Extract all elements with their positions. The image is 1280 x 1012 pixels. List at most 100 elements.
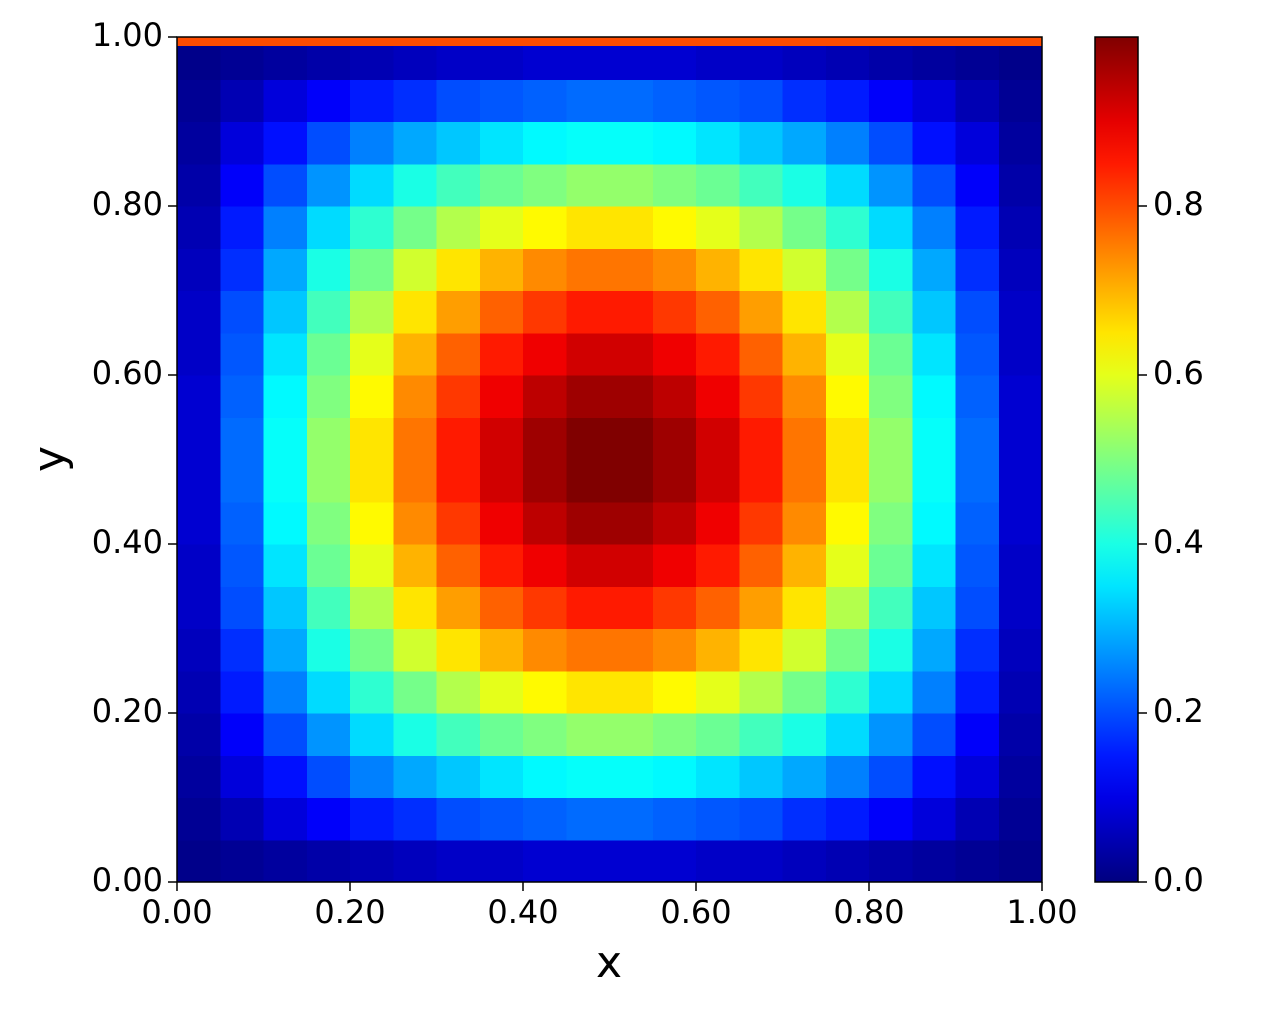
cell <box>739 670 783 714</box>
cell <box>523 37 567 46</box>
cell <box>566 797 610 841</box>
cell <box>306 332 351 376</box>
cell <box>998 628 1043 672</box>
cell <box>869 79 913 122</box>
cell <box>220 417 264 460</box>
heatmap <box>177 37 1043 883</box>
cell <box>220 290 264 334</box>
cell <box>177 544 221 587</box>
cell <box>393 713 437 756</box>
cell <box>696 755 740 798</box>
cell <box>306 163 351 207</box>
cell <box>998 37 1043 46</box>
cell <box>263 37 308 46</box>
cell <box>782 332 827 376</box>
cell <box>955 670 1000 714</box>
cell <box>220 79 264 122</box>
cell <box>998 206 1043 249</box>
cell <box>652 628 697 672</box>
cell <box>998 248 1043 291</box>
cell <box>177 163 221 207</box>
cell <box>263 586 308 629</box>
cell <box>609 628 654 672</box>
cell <box>696 628 740 672</box>
cell <box>739 628 783 672</box>
cell <box>436 670 481 714</box>
cell <box>566 713 610 756</box>
cell <box>306 375 351 418</box>
cell <box>177 206 221 249</box>
cell <box>912 670 956 714</box>
cell <box>523 163 567 207</box>
cell <box>696 79 740 122</box>
cell <box>523 417 567 460</box>
cell <box>566 459 610 503</box>
cell <box>177 45 221 80</box>
cell <box>912 544 956 587</box>
cell <box>220 248 264 291</box>
cell <box>652 755 697 798</box>
cell <box>955 628 1000 672</box>
cell <box>696 713 740 756</box>
cell <box>177 79 221 122</box>
cell <box>739 121 783 165</box>
cell <box>523 755 567 798</box>
cell <box>998 79 1043 122</box>
cell <box>220 755 264 798</box>
cell <box>739 459 783 503</box>
cell <box>652 544 697 587</box>
cell <box>696 375 740 418</box>
cell <box>350 628 394 672</box>
cell <box>739 375 783 418</box>
cell <box>912 628 956 672</box>
cell <box>955 797 1000 841</box>
cell <box>523 45 567 80</box>
cell <box>393 839 437 883</box>
cell <box>350 290 394 334</box>
cell <box>177 248 221 291</box>
cell <box>782 121 827 165</box>
cell <box>566 628 610 672</box>
cell <box>696 459 740 503</box>
cell <box>566 375 610 418</box>
cell <box>912 79 956 122</box>
cell <box>393 459 437 503</box>
colorbar-tick-label: 0.2 <box>1153 692 1204 730</box>
cell <box>955 839 1000 883</box>
y-tick-label: 0.80 <box>92 185 163 223</box>
cell <box>652 45 697 80</box>
cell <box>479 797 524 841</box>
cell <box>220 586 264 629</box>
cell <box>912 45 956 80</box>
cell <box>869 459 913 503</box>
cell <box>263 121 308 165</box>
cell <box>869 45 913 80</box>
cell <box>998 459 1043 503</box>
cell <box>177 670 221 714</box>
colorbar-tick-label: 0.8 <box>1153 185 1204 223</box>
cell <box>696 670 740 714</box>
cell <box>306 755 351 798</box>
cell <box>436 713 481 756</box>
cell <box>177 375 221 418</box>
cell <box>869 121 913 165</box>
cell <box>479 45 524 80</box>
cell <box>263 375 308 418</box>
cell <box>566 839 610 883</box>
cell <box>436 628 481 672</box>
cell <box>220 163 264 207</box>
cell <box>782 417 827 460</box>
cell <box>220 628 264 672</box>
cell <box>523 375 567 418</box>
cell <box>782 586 827 629</box>
cell <box>263 670 308 714</box>
cell <box>739 45 783 80</box>
cell <box>523 459 567 503</box>
cell <box>566 206 610 249</box>
cell <box>912 248 956 291</box>
cell <box>782 713 827 756</box>
y-tick-label: 1.00 <box>92 16 163 54</box>
y-tick-label: 0.20 <box>92 692 163 730</box>
cell <box>955 121 1000 165</box>
